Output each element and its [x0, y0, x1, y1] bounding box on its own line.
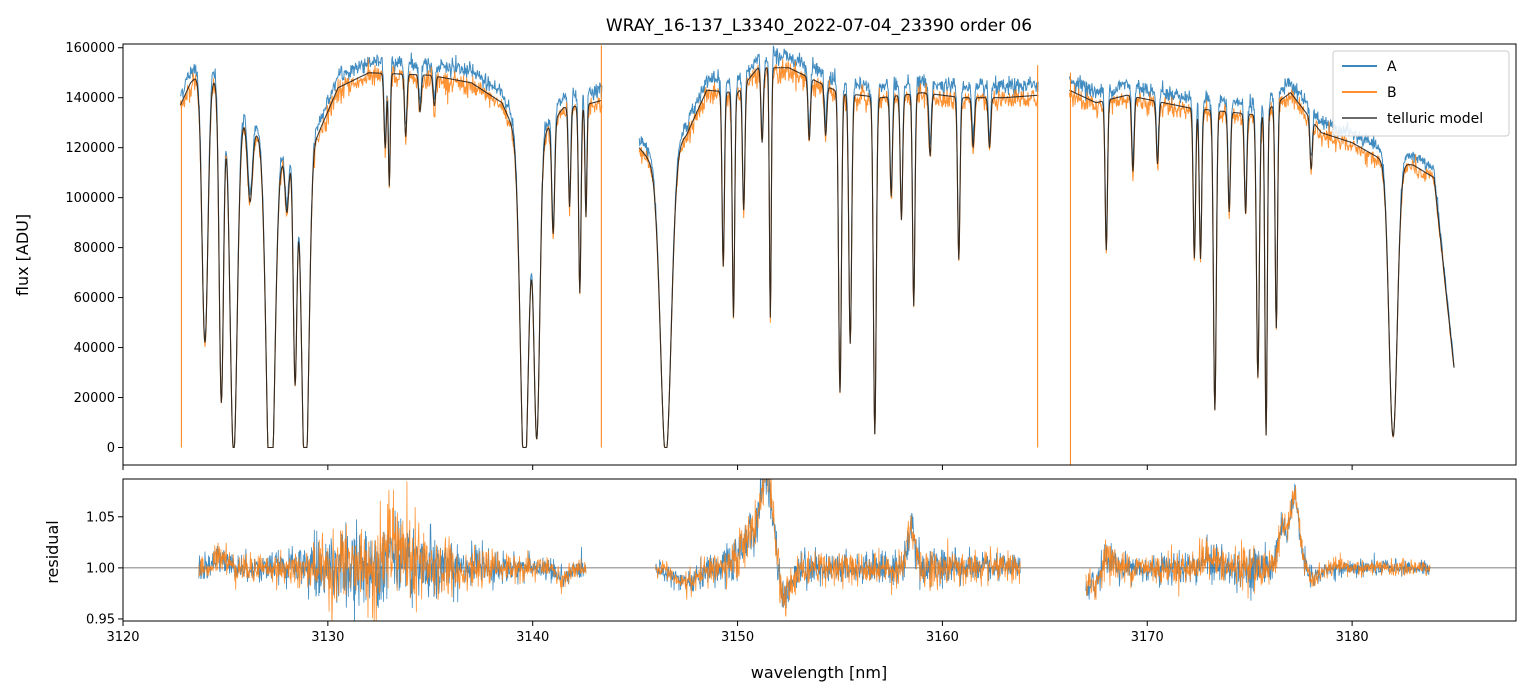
top-y-tick-label: 80000 [74, 241, 115, 256]
residual-b-segment [198, 481, 587, 621]
legend-label-telluric: telluric model [1387, 111, 1483, 127]
top-panel-frame [122, 43, 1517, 466]
top-y-tick-label: 140000 [65, 91, 115, 106]
residual-b-segment [655, 479, 1021, 617]
legend-box [1332, 50, 1510, 137]
top-y-axis-label: flux [ADU] [13, 214, 32, 296]
chart-title: WRAY_16-137_L3340_2022-07-04_23390 order… [606, 16, 1032, 36]
top-panel-ticks: 0 20000 40000 60000 80000 100000 120000 140000 1… [65, 41, 1353, 470]
bottom-y-tick-label: 0.95 [86, 612, 115, 627]
top-y-tick-label: 20000 [74, 391, 115, 406]
top-y-tick-label: 0 [107, 441, 115, 456]
top-y-tick-label: 40000 [74, 341, 115, 356]
top-y-tick-label: 100000 [65, 191, 115, 206]
bottom-panel-frame [122, 478, 1517, 622]
top-panel-series [179, 45, 1455, 465]
x-tick-label: 3160 [926, 630, 959, 645]
top-y-tick-label: 60000 [74, 291, 115, 306]
x-axis-label: wavelength [nm] [751, 663, 888, 682]
top-y-tick-label: 160000 [65, 41, 115, 56]
x-tick-label: 3150 [721, 630, 754, 645]
telluric-model-segment [1069, 89, 1455, 437]
legend-label-b: B [1387, 85, 1397, 101]
telluric-model-segment [179, 72, 602, 449]
telluric-model-segment [638, 67, 1039, 449]
bottom-panel-series [123, 479, 1516, 621]
residual-b-segment [1085, 485, 1431, 600]
legend-label-a: A [1387, 59, 1397, 75]
bottom-y-tick-label: 1.05 [86, 510, 115, 525]
x-tick-label: 3170 [1131, 630, 1164, 645]
bottom-y-tick-label: 1.00 [86, 561, 115, 576]
x-tick-label: 3140 [516, 630, 549, 645]
bottom-y-axis-label: residual [43, 520, 62, 583]
top-y-tick-label: 120000 [65, 141, 115, 156]
x-tick-label: 3180 [1336, 630, 1369, 645]
x-tick-label: 3120 [106, 630, 139, 645]
bottom-panel-ticks: 0.95 1.00 1.05 3120 3130 3140 3150 3160 3170 3180 [86, 510, 1369, 645]
x-tick-label: 3130 [311, 630, 344, 645]
legend: A B telluric model [1332, 50, 1510, 137]
